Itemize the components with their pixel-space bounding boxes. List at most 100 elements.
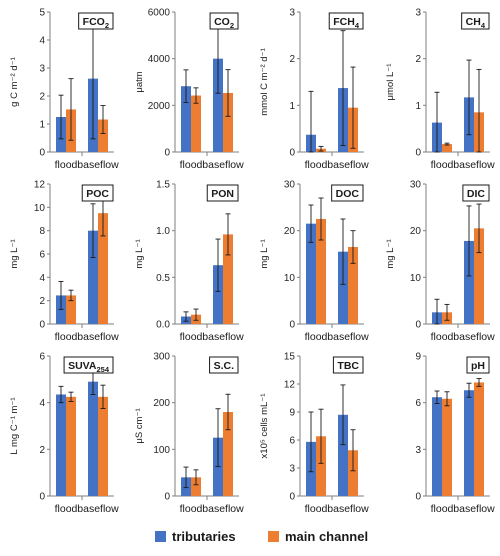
y-tick-label: 1 — [289, 101, 295, 112]
panel-ch4: 0 1 2 3 flood baseflow CH4 μmol L⁻¹ — [385, 8, 495, 172]
panel-title-box — [209, 12, 239, 30]
y-axis-label: g C m⁻² d⁻¹ — [9, 57, 20, 107]
legend-swatch-tributaries — [155, 531, 166, 542]
y-tick-label: 1.0 — [156, 226, 170, 237]
legend-swatch-main-channel — [268, 531, 279, 542]
bar-tributaries-baseflow — [338, 251, 348, 324]
y-tick-label: 10 — [284, 273, 296, 284]
y-tick-label: 6000 — [148, 8, 171, 19]
y-tick-label: 0 — [289, 492, 295, 503]
bar-main-channel-baseflow — [348, 247, 358, 324]
panel-tbc: 0 3 6 9 12 15 flood baseflow TBC x10⁵ cells mL⁻¹ — [259, 352, 369, 516]
y-tick-label: 0 — [39, 148, 45, 159]
y-tick-label: 0 — [39, 492, 45, 503]
y-tick-label: 30 — [410, 180, 422, 191]
x-tick-label: flood — [55, 503, 78, 515]
y-tick-label: 30 — [284, 180, 296, 191]
bar-main-channel-baseflow — [223, 234, 233, 324]
y-tick-label: 3 — [289, 8, 295, 19]
y-tick-label: 0 — [289, 148, 295, 159]
panel-title: POC — [86, 188, 109, 200]
panel-pon: 0.0 0.5 1.0 1.5 flood baseflow PON mg L⁻¹ — [134, 180, 244, 344]
y-axis-label: mg L⁻¹ — [134, 239, 145, 268]
y-tick-label: 12 — [284, 380, 296, 391]
y-axis-label: μmol L⁻¹ — [385, 64, 396, 101]
x-tick-label: baseflow — [77, 159, 119, 171]
panel-title-box — [462, 184, 490, 202]
x-tick-label: flood — [305, 503, 328, 515]
panel-title-box — [328, 12, 364, 30]
y-axis-label: x10⁵ cells mL⁻¹ — [259, 394, 270, 459]
panel-title-box — [332, 356, 364, 374]
y-tick-label: 4 — [39, 273, 45, 284]
y-axis-label: L mg C⁻¹ m⁻¹ — [9, 397, 20, 454]
bar-main-channel-baseflow — [474, 228, 484, 324]
x-tick-label: baseflow — [453, 503, 495, 515]
bar-main-channel-flood — [66, 396, 76, 496]
panel-title-box — [206, 184, 239, 202]
y-tick-label: 6 — [415, 398, 421, 409]
y-tick-label: 3 — [415, 445, 421, 456]
panel-doc: 0 10 20 30 flood baseflow DOC mg L⁻¹ — [259, 180, 369, 344]
legend: tributaries main channel — [155, 529, 368, 544]
panel-title-box — [461, 12, 490, 30]
y-tick-label: 1 — [415, 101, 421, 112]
y-axis-label: mg L⁻¹ — [9, 239, 20, 268]
panel-dic: 0 10 20 30 flood baseflow DIC mg L⁻¹ — [385, 180, 495, 344]
y-tick-label: 2 — [415, 54, 421, 65]
y-axis-label: μatm — [134, 71, 145, 92]
x-tick-label: flood — [431, 503, 454, 515]
bar-tributaries-flood — [181, 86, 191, 152]
bar-main-channel-flood — [316, 219, 326, 324]
panel-title: CO2 — [214, 16, 234, 30]
y-tick-label: 15 — [284, 352, 296, 363]
y-tick-label: 20 — [284, 226, 296, 237]
y-tick-label: 12 — [34, 180, 46, 191]
y-tick-label: 0 — [39, 320, 45, 331]
x-tick-label: flood — [180, 503, 203, 515]
x-tick-label: flood — [180, 159, 203, 171]
panel-title: S.C. — [214, 360, 235, 372]
x-tick-label: baseflow — [202, 159, 244, 171]
panel-poc: 0 2 4 6 8 10 12 flood baseflow POC mg L⁻¹ — [9, 180, 119, 344]
bar-main-channel-baseflow — [474, 382, 484, 496]
panel-fco2: 0 1 2 3 4 5 flood baseflow FCO2 g C m⁻² d⁻¹ — [9, 8, 119, 172]
x-tick-label: baseflow — [453, 159, 495, 171]
x-tick-label: baseflow — [327, 331, 369, 343]
y-tick-label: 6 — [39, 250, 45, 261]
bar-main-channel-flood — [191, 95, 201, 152]
panel-ph: 0 3 6 9 flood baseflow pH — [415, 352, 495, 516]
legend-label-tributaries: tributaries — [172, 529, 236, 544]
y-tick-label: 0 — [415, 492, 421, 503]
x-tick-label: flood — [305, 331, 328, 343]
x-tick-label: baseflow — [202, 503, 244, 515]
panel-title-box — [78, 12, 114, 30]
x-tick-label: baseflow — [77, 503, 119, 515]
x-tick-label: flood — [305, 159, 328, 171]
x-tick-label: baseflow — [202, 331, 244, 343]
panel-title: SUVA254 — [68, 360, 110, 374]
y-tick-label: 5 — [39, 8, 45, 19]
panel-title: FCH4 — [333, 16, 360, 30]
panel-title-box — [81, 184, 114, 202]
panel-fch4: 0 1 2 3 flood baseflow FCH4 mmol C m⁻² d⁻¹ — [259, 8, 369, 172]
panel-title-box — [209, 356, 239, 374]
bar-main-channel-baseflow — [98, 213, 108, 324]
x-tick-label: baseflow — [327, 503, 369, 515]
bar-main-channel-baseflow — [98, 119, 108, 152]
y-tick-label: 0 — [289, 320, 295, 331]
y-axis-label: μS cm⁻¹ — [134, 408, 145, 443]
bar-tributaries-baseflow — [213, 265, 223, 324]
panel-title: DIC — [467, 188, 486, 200]
y-tick-label: 100 — [153, 445, 170, 456]
y-tick-label: 2 — [39, 445, 45, 456]
y-tick-label: 200 — [153, 398, 170, 409]
bar-main-channel-flood — [442, 144, 452, 152]
y-axis-label: mg L⁻¹ — [385, 239, 396, 268]
panel-title: FCO2 — [83, 16, 109, 30]
y-axis-label: mmol C m⁻² d⁻¹ — [259, 48, 270, 116]
y-tick-label: 300 — [153, 352, 170, 363]
bar-main-channel-baseflow — [98, 396, 108, 496]
bar-main-channel-baseflow — [348, 450, 358, 496]
